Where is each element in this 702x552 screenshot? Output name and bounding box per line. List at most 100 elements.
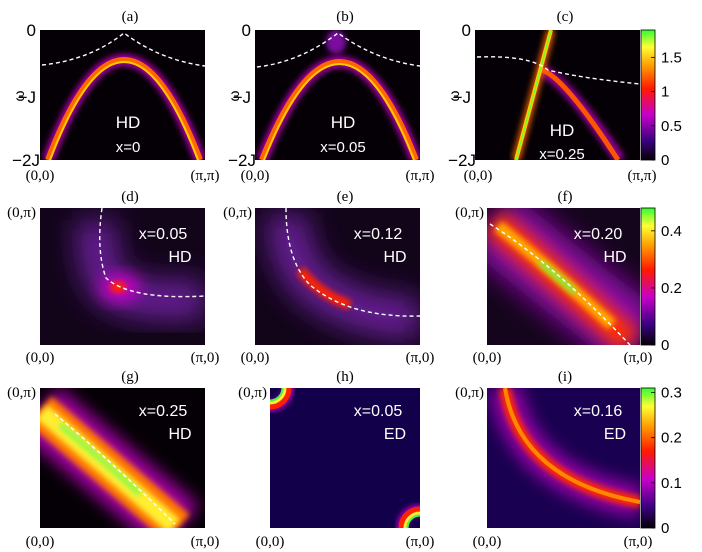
panel-b-band <box>259 59 419 160</box>
panel-f-annotation-2: HD <box>603 249 626 266</box>
panel-b-x-left: (0,0) <box>241 168 270 184</box>
panel-a-dashed-line <box>41 32 205 67</box>
panel-h-annotation-2: ED <box>384 426 406 443</box>
panel-c-x-left: (0,0) <box>464 168 493 184</box>
panel-g-annotation-2: HD <box>168 426 191 443</box>
panel-c: HD x=0.25 (c) 0 −J −2J (0,0) (π,π) <box>448 9 656 184</box>
panel-d-corner-bl: (0,0) <box>26 350 55 366</box>
panel-b-ytick-2: −2J <box>228 151 256 170</box>
panel-c-steep-band-core <box>515 30 552 160</box>
panel-b-ylabel: ω <box>226 90 242 101</box>
panel-c-annotation-1: HD <box>550 121 575 140</box>
colorbar-tick-label: 1 <box>661 84 669 101</box>
colorbar-2: 0.4 0.2 0 <box>640 207 682 354</box>
panel-h-annotation-1: x=0.05 <box>354 403 403 420</box>
panel-b-band-core <box>263 63 415 160</box>
panel-a-x-left: (0,0) <box>26 168 55 184</box>
panel-f-dashed-line <box>489 223 631 345</box>
panel-e-label: (e) <box>337 189 354 205</box>
panel-a-band <box>45 57 203 160</box>
panel-h-label: (h) <box>336 369 354 385</box>
panel-b-qp-blob <box>326 30 346 54</box>
panel-a-x-right: (π,π) <box>191 168 220 184</box>
panel-a-ytick-0: 0 <box>27 21 36 40</box>
panel-a-label: (a) <box>122 9 139 25</box>
colorbar-1-ticks: 1.5 1 0.5 0 <box>651 49 682 169</box>
panel-c-dashed-line <box>476 56 640 85</box>
panel-g-label: (g) <box>121 369 139 385</box>
colorbar-3-bar <box>640 387 656 529</box>
panel-e-annotation-1: x=0.12 <box>354 226 403 243</box>
panel-d-annotation-1: x=0.05 <box>139 226 188 243</box>
panel-f-annotation-1: x=0.20 <box>574 226 623 243</box>
colorbar-tick-label: 0.2 <box>661 280 682 297</box>
panel-h-corner-br: (π,0) <box>406 534 435 550</box>
colorbar-3-ticks: 0.3 0.2 0.1 0 <box>651 385 682 537</box>
panel-a-ylabel: ω <box>11 90 27 101</box>
panel-b-annotation-1: HD <box>331 113 356 132</box>
colorbar-tick-label: 0 <box>661 520 669 537</box>
panel-c-ytick-1: −J <box>453 88 471 107</box>
panel-g-corner-br: (π,0) <box>191 534 220 550</box>
panel-g-annotation-1: x=0.25 <box>139 403 188 420</box>
panel-i-corner-bl: (0,0) <box>473 534 502 550</box>
panel-g-fs-green <box>58 423 142 496</box>
panel-d-corner-tl: (0,π) <box>7 205 36 221</box>
colorbar-tick-label: 0.3 <box>661 385 682 402</box>
panel-e: x=0.12 HD (e) (0,π) (0,0) (π,0) <box>223 189 434 366</box>
colorbar-tick-label: 0.5 <box>661 118 682 135</box>
panel-i-label: (i) <box>558 369 572 385</box>
panel-b-annotation-2: x=0.05 <box>320 139 365 156</box>
panel-c-lower-band <box>540 67 621 160</box>
panel-c-x-right: (π,π) <box>628 168 657 184</box>
colorbar-tick-label: 0.1 <box>661 475 682 492</box>
panel-a-background <box>40 30 205 160</box>
panel-f: x=0.20 HD (f) (0,π) (0,0) (π,0) <box>455 189 652 366</box>
panel-a: HD x=0 (a) 0 −J −2J ω (0,0) (π,π) <box>11 9 219 184</box>
panel-e-annotation-2: HD <box>383 249 406 266</box>
panel-h-background <box>270 388 420 528</box>
panel-g-dashed-line <box>54 413 176 525</box>
panel-e-corner-tl: (0,π) <box>223 205 252 221</box>
panel-d-label: (d) <box>121 189 139 205</box>
colorbar-tick-label: 1.5 <box>661 49 682 66</box>
panel-c-annotation-2: x=0.25 <box>539 146 584 163</box>
panel-d-dashed-line <box>99 208 205 298</box>
panel-i-annotation-1: x=0.16 <box>574 403 623 420</box>
panel-b-ytick-1: −J <box>233 88 251 107</box>
panel-c-ytick-2: −2J <box>448 151 476 170</box>
panel-c-background <box>475 30 640 160</box>
panel-f-corner-tl: (0,π) <box>455 205 484 221</box>
panel-a-annotation-1: HD <box>116 113 141 132</box>
panel-c-ylabel: ω <box>446 90 462 101</box>
panel-i-corner-br: (π,0) <box>624 534 653 550</box>
panel-d-annotation-2: HD <box>168 249 191 266</box>
panel-h: x=0.05 ED (h) (0,π) (0,0) (π,0) <box>238 369 435 550</box>
panel-i-corner-tl: (0,π) <box>455 385 484 401</box>
panel-b-label: (b) <box>336 9 354 25</box>
panel-i-annotation-2: ED <box>604 426 626 443</box>
colorbar-tick-label: 0.4 <box>661 223 682 240</box>
panel-a-ytick-1: −J <box>18 88 36 107</box>
colorbar-2-ticks: 0.4 0.2 0 <box>651 223 682 354</box>
panel-b-x-right: (π,π) <box>406 168 435 184</box>
panel-g-corner-tl: (0,π) <box>7 385 36 401</box>
panel-e-fs-bright <box>296 266 352 310</box>
panel-f-corner-br: (π,0) <box>624 350 653 366</box>
colorbar-1: 1.5 1 0.5 0 <box>640 29 682 169</box>
panel-a-annotation-2: x=0 <box>116 139 141 156</box>
panel-f-fs-green <box>538 260 577 294</box>
panel-a-ytick-2: −2J <box>12 151 40 170</box>
colorbar-3: 0.3 0.2 0.1 0 <box>640 385 682 537</box>
colorbar-tick-label: 0.2 <box>661 430 682 447</box>
panel-g-fs-yellow <box>40 405 180 528</box>
panel-b-ytick-0: 0 <box>242 21 251 40</box>
panel-g-corner-bl: (0,0) <box>26 534 55 550</box>
panel-g: x=0.25 HD (g) (0,π) (0,0) (π,0) <box>7 369 219 550</box>
panel-d-corner-br: (π,0) <box>191 350 220 366</box>
colorbar-1-bar <box>640 29 656 161</box>
panel-d: x=0.05 HD (d) (0,π) (0,0) (π,0) <box>7 189 219 366</box>
panel-f-label: (f) <box>558 189 573 205</box>
panel-e-corner-br: (π,0) <box>406 350 435 366</box>
